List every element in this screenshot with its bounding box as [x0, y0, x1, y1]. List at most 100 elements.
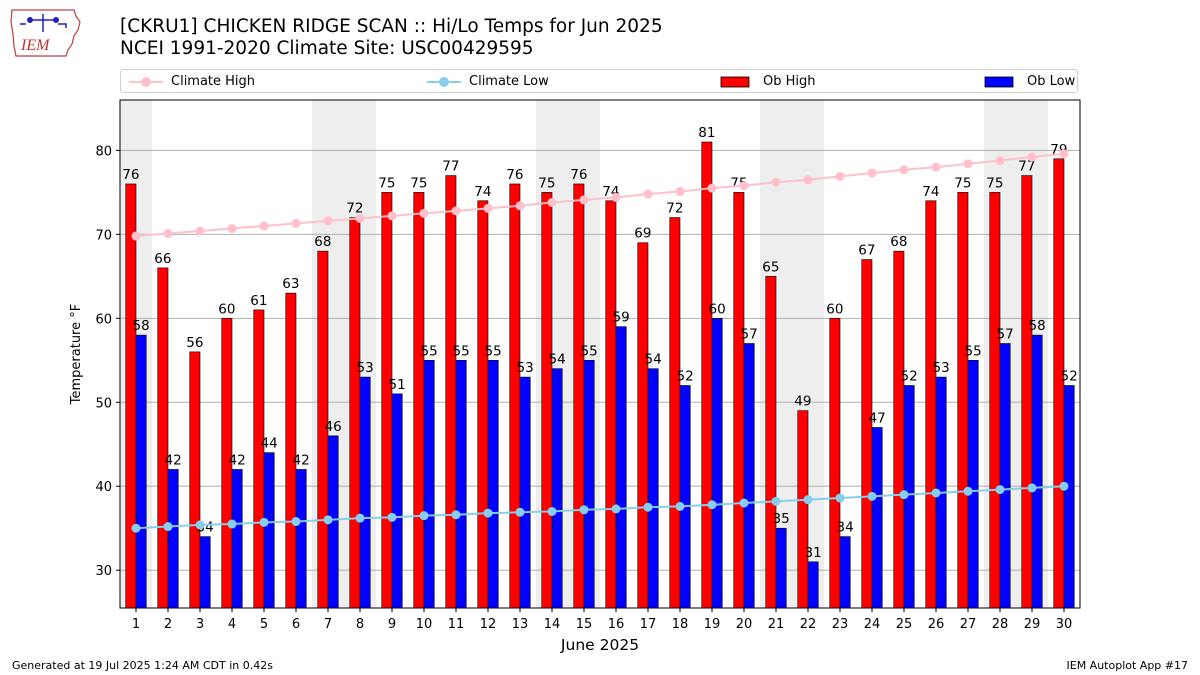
x-tick-label: 17	[640, 617, 657, 632]
ob-high-label: 75	[986, 175, 1003, 191]
ob-high-bar	[669, 217, 681, 609]
climate-high-point	[419, 208, 429, 218]
climate-high-point	[1059, 149, 1069, 159]
x-tick-label: 1	[132, 617, 140, 632]
y-tick-label: 40	[95, 480, 112, 495]
ob-low-bar	[199, 536, 211, 609]
ob-high-label: 81	[698, 125, 715, 141]
ob-high-label: 76	[122, 167, 139, 183]
ob-low-label: 58	[1029, 318, 1046, 334]
climate-low-point	[835, 493, 845, 503]
climate-low-point	[259, 517, 269, 527]
ob-low-bar	[711, 318, 723, 609]
x-tick-label: 3	[196, 617, 204, 632]
climate-high-point	[803, 175, 813, 185]
x-tick-label: 26	[928, 617, 945, 632]
y-tick-label: 80	[95, 144, 112, 159]
climate-low-point	[1027, 483, 1037, 493]
climate-low-point	[867, 491, 877, 501]
climate-high-point	[611, 192, 621, 202]
weather-station-icon	[20, 14, 67, 32]
ob-high-bar	[189, 351, 201, 609]
ob-low-label: 42	[165, 452, 182, 468]
ob-high-bar	[925, 200, 937, 609]
x-tick-label: 12	[480, 617, 497, 632]
ob-low-swatch	[984, 76, 1014, 88]
climate-high-point	[547, 197, 557, 207]
ob-low-label: 53	[517, 360, 534, 376]
ob-low-label: 53	[357, 360, 374, 376]
ob-low-label: 46	[325, 419, 342, 435]
x-tick-label: 20	[736, 617, 753, 632]
x-tick-label: 29	[1024, 617, 1041, 632]
ob-high-label: 49	[794, 394, 811, 410]
ob-high-label: 76	[570, 167, 587, 183]
x-tick-label: 21	[768, 617, 785, 632]
ob-high-bar	[701, 141, 713, 609]
ob-low-label: 44	[261, 436, 278, 452]
chart-title: [CKRU1] CHICKEN RIDGE SCAN :: Hi/Lo Temp…	[120, 16, 663, 60]
ob-low-label: 57	[997, 327, 1014, 343]
climate-low-line	[135, 485, 1065, 530]
ob-high-label: 63	[282, 276, 299, 292]
ob-high-label: 60	[826, 301, 843, 317]
x-tick-label: 24	[864, 617, 881, 632]
ob-low-bar	[583, 359, 595, 609]
x-tick-label: 2	[164, 617, 172, 632]
ob-low-bar	[135, 334, 147, 609]
ob-low-label: 47	[869, 410, 886, 426]
climate-low-point	[131, 523, 141, 533]
climate-low-point	[163, 522, 173, 532]
x-tick-label: 18	[672, 617, 689, 632]
climate-high-point	[483, 203, 493, 213]
ob-high-bar	[957, 192, 969, 609]
climate-low-point	[483, 508, 493, 518]
ob-high-label: 68	[314, 234, 331, 250]
ob-low-bar	[871, 427, 883, 609]
legend-label-climate-high: Climate High	[171, 74, 256, 89]
ob-high-label: 75	[378, 175, 395, 191]
climate-low-point	[355, 513, 365, 523]
ob-low-label: 55	[485, 343, 502, 359]
ob-high-bar	[381, 192, 393, 609]
climate-high-point	[739, 181, 749, 191]
ob-low-label: 60	[709, 301, 726, 317]
ob-high-label: 76	[506, 167, 523, 183]
climate-low-point	[419, 511, 429, 521]
ob-low-bar	[295, 469, 307, 609]
legend-label-ob-high: Ob High	[763, 74, 816, 89]
ob-low-bar	[231, 469, 243, 609]
ob-low-label: 55	[965, 343, 982, 359]
climate-low-point	[451, 510, 461, 520]
climate-low-point	[195, 520, 205, 530]
ob-low-bar	[487, 359, 499, 609]
legend-label-climate-low: Climate Low	[469, 74, 549, 89]
x-tick-label: 27	[960, 617, 977, 632]
x-tick-label: 13	[512, 617, 529, 632]
climate-low-swatch	[427, 77, 461, 87]
ob-high-bar	[765, 276, 777, 609]
ob-low-bar	[519, 376, 531, 609]
climate-low-point	[899, 490, 909, 500]
ob-high-bar	[989, 192, 1001, 609]
ob-high-label: 74	[474, 184, 491, 200]
ob-high-bar	[445, 175, 457, 609]
x-tick-label: 6	[292, 617, 300, 632]
iem-logo[interactable]: IEM	[8, 6, 82, 60]
ob-high-label: 65	[762, 259, 779, 275]
climate-high-point	[451, 206, 461, 216]
ob-high-label: 77	[1018, 159, 1035, 175]
x-tick-label: 23	[832, 617, 849, 632]
ob-high-bar	[349, 217, 361, 609]
climate-high-point	[131, 231, 141, 241]
climate-high-point	[867, 168, 877, 178]
ob-high-bar	[157, 267, 169, 609]
climate-low-point	[995, 485, 1005, 495]
chart-legend: Climate High Climate Low Ob High Ob Low	[120, 69, 1078, 93]
ob-low-bar	[839, 536, 851, 609]
ob-high-label: 56	[186, 335, 203, 351]
ob-low-bar	[807, 561, 819, 609]
climate-high-point	[163, 229, 173, 239]
x-tick-label: 28	[992, 617, 1009, 632]
